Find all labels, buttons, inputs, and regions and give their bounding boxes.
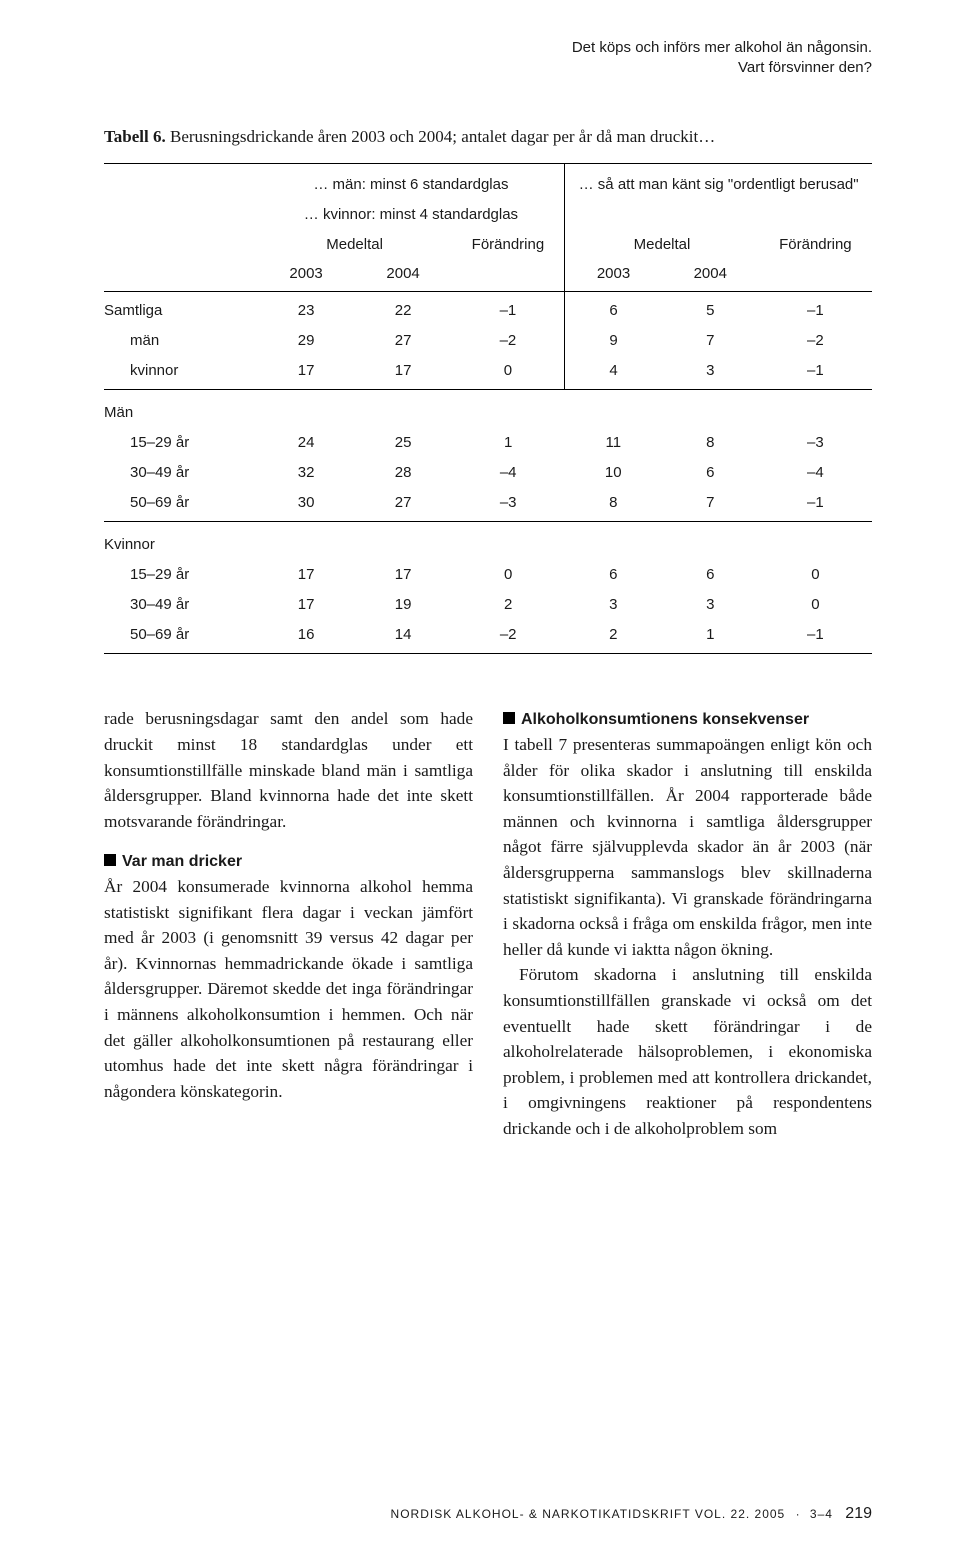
row-label: 15–29 år bbox=[104, 560, 258, 590]
col-year-2003-r: 2003 bbox=[565, 259, 662, 291]
body-columns: rade berusningsdagar samt den andel som … bbox=[104, 706, 872, 1141]
footer-journal: NORDISK ALKOHOL- & NARKOTIKATIDSKRIFT bbox=[391, 1507, 691, 1521]
body-paragraph: Förutom skadorna i anslutning till enski… bbox=[503, 962, 872, 1141]
section-head-men: Män bbox=[104, 390, 872, 428]
row-label: män bbox=[104, 326, 258, 356]
table-row: 50–69 år 30 27 –3 8 7 –1 bbox=[104, 488, 872, 522]
table-row: 30–49 år 32 28 –4 10 6 –4 bbox=[104, 458, 872, 488]
table-row: 15–29 år 24 25 1 11 8 –3 bbox=[104, 428, 872, 458]
table-row: 50–69 år 16 14 –2 2 1 –1 bbox=[104, 620, 872, 654]
col-year-2004-l: 2004 bbox=[355, 259, 452, 291]
row-label: 30–49 år bbox=[104, 590, 258, 620]
row-label: kvinnor bbox=[104, 356, 258, 390]
col-medeltal-left: Medeltal bbox=[258, 230, 452, 260]
row-label: 15–29 år bbox=[104, 428, 258, 458]
page: Det köps och införs mer alkohol än någon… bbox=[0, 0, 960, 1557]
col-forandring-left: Förändring bbox=[452, 230, 565, 260]
header-left-title: … män: minst 6 standardglas bbox=[258, 164, 565, 200]
section-head-women: Kvinnor bbox=[104, 522, 872, 560]
section-title: Kvinnor bbox=[104, 522, 872, 560]
footer-issue: 3–4 bbox=[810, 1507, 833, 1521]
table-caption: Tabell 6. Berusningsdrickande åren 2003 … bbox=[104, 125, 872, 150]
footer-vol: VOL. 22. 2005 bbox=[695, 1507, 785, 1521]
page-footer: NORDISK ALKOHOL- & NARKOTIKATIDSKRIFT VO… bbox=[391, 1502, 872, 1525]
col-medeltal-right: Medeltal bbox=[565, 230, 759, 260]
running-head-line2: Vart försvinner den? bbox=[104, 58, 872, 78]
subheading-var-man-dricker: Var man dricker bbox=[104, 848, 473, 874]
table-row: 30–49 år 17 19 2 3 3 0 bbox=[104, 590, 872, 620]
body-paragraph: År 2004 konsumerade kvinnorna alkohol he… bbox=[104, 874, 473, 1104]
data-table: … män: minst 6 standardglas … så att man… bbox=[104, 163, 872, 654]
header-right-title: … så att man känt sig "ordentligt berusa… bbox=[565, 164, 872, 200]
table-row: kvinnor 17 17 0 4 3 –1 bbox=[104, 356, 872, 390]
body-paragraph: I tabell 7 presenteras summapoängen enli… bbox=[503, 732, 872, 962]
row-label: 50–69 år bbox=[104, 620, 258, 654]
subhead-text: Alkoholkonsumtionens konsekvenser bbox=[521, 711, 809, 728]
running-head: Det köps och införs mer alkohol än någon… bbox=[104, 38, 872, 79]
running-head-line1: Det köps och införs mer alkohol än någon… bbox=[104, 38, 872, 58]
table-label: Tabell 6. bbox=[104, 127, 166, 146]
header-left-subtitle: … kvinnor: minst 4 standardglas bbox=[258, 200, 565, 230]
section-title: Män bbox=[104, 390, 872, 428]
square-bullet-icon bbox=[503, 712, 515, 724]
col-forandring-right: Förändring bbox=[759, 230, 872, 260]
row-label: 30–49 år bbox=[104, 458, 258, 488]
row-label: Samtliga bbox=[104, 292, 258, 326]
table-row: Samtliga 23 22 –1 6 5 –1 bbox=[104, 292, 872, 326]
row-label: 50–69 år bbox=[104, 488, 258, 522]
col-year-2004-r: 2004 bbox=[662, 259, 759, 291]
table-row: män 29 27 –2 9 7 –2 bbox=[104, 326, 872, 356]
table-caption-text: Berusningsdrickande åren 2003 och 2004; … bbox=[170, 127, 715, 146]
table-row: 15–29 år 17 17 0 6 6 0 bbox=[104, 560, 872, 590]
dot-icon: · bbox=[796, 1507, 800, 1521]
col-year-2003-l: 2003 bbox=[258, 259, 355, 291]
body-paragraph: rade berusningsdagar samt den andel som … bbox=[104, 706, 473, 834]
square-bullet-icon bbox=[104, 854, 116, 866]
footer-page-number: 219 bbox=[845, 1505, 872, 1522]
subhead-text: Var man dricker bbox=[122, 853, 242, 870]
subheading-konsekvenser: Alkoholkonsumtionens konsekvenser bbox=[503, 706, 872, 732]
